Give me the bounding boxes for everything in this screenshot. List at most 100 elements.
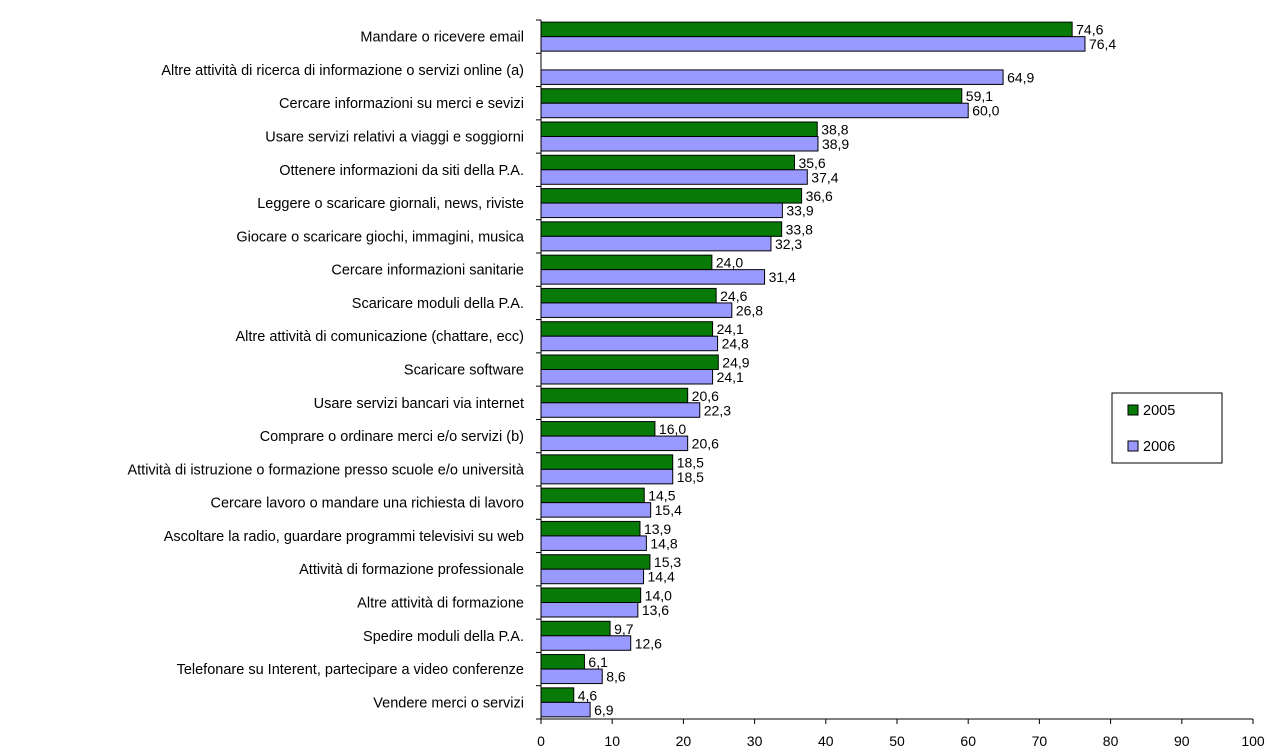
value-label-2005: 24,9 (722, 355, 749, 371)
value-label-2006: 33,9 (786, 203, 813, 219)
bar-2006 (540, 568, 645, 585)
bar-2006 (540, 202, 783, 219)
value-label-2005: 38,8 (821, 122, 848, 138)
value-label-2006: 24,8 (722, 336, 749, 352)
value-label-2005: 33,8 (786, 221, 813, 237)
legend-swatch-2005 (1127, 404, 1139, 416)
x-tick-label: 30 (747, 733, 763, 749)
value-label-2006: 22,3 (704, 402, 731, 418)
value-label-2005: 74,6 (1076, 22, 1103, 38)
value-label-2006: 8,6 (606, 669, 626, 685)
value-label-2006: 76,4 (1089, 36, 1116, 52)
x-tick-label: 10 (604, 733, 620, 749)
category-labels: Mandare o ricevere email Altre attività d… (127, 30, 524, 712)
x-tick-label: 90 (1174, 733, 1190, 749)
legend-label-2006: 2006 (1143, 439, 1175, 455)
bar-2006 (540, 701, 591, 718)
value-label-2006: 26,8 (736, 302, 763, 318)
bars-layer (540, 21, 1086, 718)
category-label: Altre attività di comunicazione (chattar… (235, 329, 524, 345)
bar-2006 (540, 435, 689, 452)
bar-2006 (540, 335, 719, 352)
value-label-2005: 24,6 (720, 288, 747, 304)
bar-2005 (540, 188, 803, 204)
bar-2005 (540, 454, 674, 470)
category-label: Vendere merci o servizi (373, 695, 524, 711)
value-label-2005: 9,7 (614, 621, 634, 637)
bar-2005 (540, 620, 611, 637)
value-labels: 74,676,4 64,9 59,160,0 38,838,9 35,637,4 36,6… (578, 22, 1117, 718)
bar-2005 (540, 554, 651, 570)
value-label-2005: 4,6 (578, 687, 598, 703)
bar-2005 (540, 587, 642, 603)
x-tick-label: 20 (676, 733, 692, 749)
bar-2005 (540, 21, 1073, 38)
bar-2006 (540, 235, 772, 252)
value-label-2005: 13,9 (644, 521, 671, 537)
category-label: Attività di formazione professionale (299, 562, 524, 578)
category-label: Altre attività di formazione (357, 596, 524, 612)
value-label-2005: 24,0 (716, 255, 743, 271)
category-label: Attività di istruzione o formazione pres… (127, 462, 524, 478)
value-label-2006: 37,4 (811, 169, 838, 185)
bar-2005 (540, 121, 818, 137)
x-tick-label: 100 (1241, 733, 1265, 749)
category-label: Telefonare su Interent, partecipare a vi… (177, 662, 524, 678)
value-label-2006: 32,3 (775, 236, 802, 252)
bar-2006 (540, 69, 1004, 85)
value-label-2005: 6,1 (588, 654, 608, 670)
bar-2005 (540, 687, 575, 703)
category-label: Ottenere informazioni da siti della P.A. (279, 163, 524, 179)
bar-2006 (540, 468, 674, 485)
x-tick-labels: 0 10 20 30 40 50 60 70 80 90 100 (537, 733, 1265, 749)
bar-2005 (540, 421, 656, 437)
bar-2005 (540, 520, 641, 537)
x-tick-label: 80 (1103, 733, 1119, 749)
category-label: Comprare o ordinare merci e/o servizi (b… (260, 429, 524, 445)
category-label: Cercare informazioni su merci e sevizi (279, 96, 524, 112)
value-label-2005: 14,5 (648, 488, 675, 504)
x-tick-label: 60 (960, 733, 976, 749)
bar-2005 (540, 487, 645, 504)
bar-2005 (540, 321, 714, 337)
bar-2005 (540, 287, 717, 304)
value-label-2005: 16,0 (659, 421, 686, 437)
bar-2005 (540, 387, 689, 404)
x-tick-label: 40 (818, 733, 834, 749)
value-label-2006: 6,9 (594, 702, 614, 718)
value-label-2006: 24,1 (717, 369, 744, 385)
category-label: Scaricare moduli della P.A. (352, 296, 524, 312)
category-label: Usare servizi relativi a viaggi e soggio… (265, 130, 524, 146)
bar-2006 (540, 302, 733, 318)
category-label: Cercare informazioni sanitarie (331, 263, 524, 279)
value-label-2005: 15,3 (654, 554, 681, 570)
bar-2006 (540, 602, 639, 618)
bar-2006 (540, 535, 647, 551)
value-label-2006: 18,5 (677, 469, 704, 485)
axes (536, 19, 1254, 724)
category-label: Mandare o ricevere email (360, 30, 524, 46)
value-label-2006: 20,6 (692, 436, 719, 452)
category-label: Scaricare software (404, 363, 524, 379)
bar-2006 (540, 402, 701, 418)
value-label-2005: 24,1 (717, 321, 744, 337)
x-tick-label: 0 (537, 733, 545, 749)
value-label-2005: 18,5 (677, 454, 704, 470)
bar-2006 (540, 102, 969, 119)
bar-2005 (540, 154, 795, 171)
value-label-2005: 35,6 (798, 155, 825, 171)
value-label-2006: 14,8 (650, 535, 677, 551)
value-label-2006: 64,9 (1007, 69, 1034, 85)
bar-2006 (540, 36, 1086, 52)
bar-2006 (540, 502, 652, 518)
value-label-2005: 20,6 (692, 388, 719, 404)
bar-2005 (540, 88, 963, 104)
value-label-2006: 15,4 (655, 502, 682, 518)
value-label-2006: 12,6 (635, 635, 662, 651)
bar-2006 (540, 369, 714, 385)
legend-swatch-2006 (1127, 440, 1139, 452)
category-label: Ascoltare la radio, guardare programmi t… (164, 529, 524, 545)
x-tick-label: 50 (889, 733, 905, 749)
legend-label-2005: 2005 (1143, 403, 1175, 419)
